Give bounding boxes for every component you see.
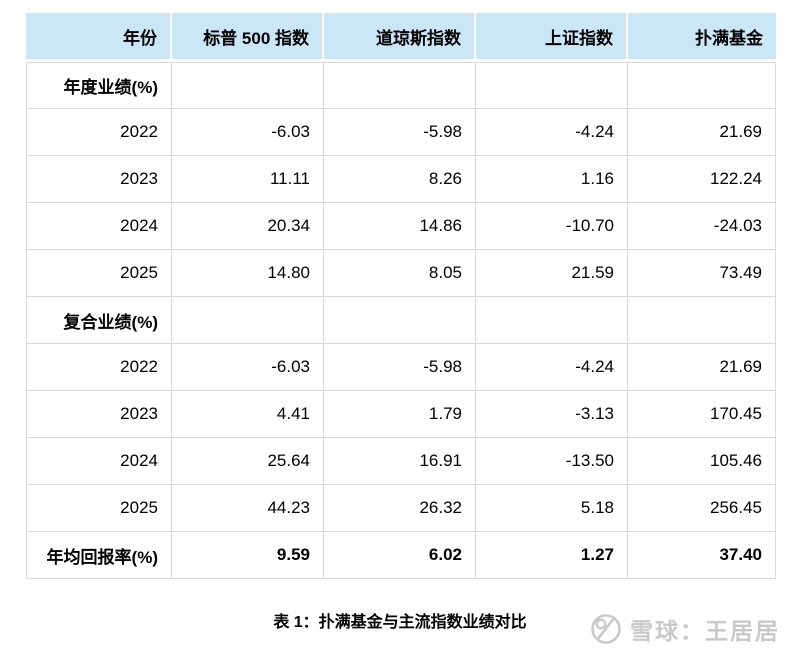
cell-value — [324, 297, 476, 344]
cell-value: 256.45 — [628, 485, 776, 532]
cell-value: 25.64 — [172, 438, 324, 485]
col-header-fund: 扑满基金 — [628, 13, 776, 62]
cell-value: -6.03 — [172, 344, 324, 391]
cell-year: 2025 — [26, 485, 172, 532]
cell-value: 21.69 — [628, 109, 776, 156]
table-row-section: 复合业绩(%) — [26, 297, 776, 344]
cell-value: 8.26 — [324, 156, 476, 203]
cell-value: 105.46 — [628, 438, 776, 485]
cell-value: -4.24 — [476, 109, 628, 156]
watermark-text: 雪球：王居居 — [630, 618, 780, 644]
table-row-data: 2023 4.41 1.79 -3.13 170.45 — [26, 391, 776, 438]
cell-value: 16.91 — [324, 438, 476, 485]
cell-value: 14.86 — [324, 203, 476, 250]
xueqiu-snowball-icon — [589, 612, 623, 646]
cell-year: 2022 — [26, 344, 172, 391]
cell-value — [172, 62, 324, 109]
col-header-dowjones: 道琼斯指数 — [324, 13, 476, 62]
performance-table: 年份 标普 500 指数 道琼斯指数 上证指数 扑满基金 年度业绩(%) 2022… — [26, 13, 776, 579]
cell-value: 9.59 — [172, 532, 324, 579]
cell-value: 44.23 — [172, 485, 324, 532]
cell-value: 1.79 — [324, 391, 476, 438]
cell-row-label: 年度业绩(%) — [26, 62, 172, 109]
cell-value: 5.18 — [476, 485, 628, 532]
table-row-data: 2024 20.34 14.86 -10.70 -24.03 — [26, 203, 776, 250]
cell-value: 37.40 — [628, 532, 776, 579]
cell-year: 2024 — [26, 438, 172, 485]
cell-value: 8.05 — [324, 250, 476, 297]
cell-year: 2023 — [26, 391, 172, 438]
cell-value — [172, 297, 324, 344]
cell-value: -3.13 — [476, 391, 628, 438]
cell-row-label: 年均回报率(%) — [26, 532, 172, 579]
cell-year: 2025 — [26, 250, 172, 297]
cell-year: 2024 — [26, 203, 172, 250]
table-row-data: 2023 11.11 8.26 1.16 122.24 — [26, 156, 776, 203]
cell-value: 1.16 — [476, 156, 628, 203]
cell-value: -5.98 — [324, 109, 476, 156]
cell-value: 4.41 — [172, 391, 324, 438]
cell-row-label: 复合业绩(%) — [26, 297, 172, 344]
cell-value: 20.34 — [172, 203, 324, 250]
cell-value — [628, 297, 776, 344]
cell-value: -24.03 — [628, 203, 776, 250]
table-row-data: 2024 25.64 16.91 -13.50 105.46 — [26, 438, 776, 485]
cell-value — [476, 297, 628, 344]
table-row-section: 年度业绩(%) — [26, 62, 776, 109]
cell-value: 26.32 — [324, 485, 476, 532]
comparison-table: 年份 标普 500 指数 道琼斯指数 上证指数 扑满基金 年度业绩(%) 2022… — [26, 13, 776, 579]
cell-value: 21.59 — [476, 250, 628, 297]
cell-value — [324, 62, 476, 109]
table-caption: 表 1：扑满基金与主流指数业绩对比 — [273, 614, 527, 631]
cell-value: 21.69 — [628, 344, 776, 391]
cell-value: -4.24 — [476, 344, 628, 391]
cell-value: -13.50 — [476, 438, 628, 485]
col-header-shanghai: 上证指数 — [476, 13, 628, 62]
table-row-data: 2022 -6.03 -5.98 -4.24 21.69 — [26, 344, 776, 391]
watermark: 雪球：王居居 — [589, 612, 780, 646]
cell-value — [628, 62, 776, 109]
table-row-data: 2025 44.23 26.32 5.18 256.45 — [26, 485, 776, 532]
cell-value: 73.49 — [628, 250, 776, 297]
cell-value: 1.27 — [476, 532, 628, 579]
cell-value: -10.70 — [476, 203, 628, 250]
cell-value: -6.03 — [172, 109, 324, 156]
table-row-data: 2022 -6.03 -5.98 -4.24 21.69 — [26, 109, 776, 156]
cell-value — [476, 62, 628, 109]
cell-value: 14.80 — [172, 250, 324, 297]
cell-value: 11.11 — [172, 156, 324, 203]
table-row-data: 2025 14.80 8.05 21.59 73.49 — [26, 250, 776, 297]
table-header-row: 年份 标普 500 指数 道琼斯指数 上证指数 扑满基金 — [26, 13, 776, 62]
table-row-summary: 年均回报率(%) 9.59 6.02 1.27 37.40 — [26, 532, 776, 579]
col-header-sp500: 标普 500 指数 — [172, 13, 324, 62]
cell-year: 2023 — [26, 156, 172, 203]
cell-value: -5.98 — [324, 344, 476, 391]
cell-value: 170.45 — [628, 391, 776, 438]
cell-year: 2022 — [26, 109, 172, 156]
col-header-year: 年份 — [26, 13, 172, 62]
cell-value: 122.24 — [628, 156, 776, 203]
cell-value: 6.02 — [324, 532, 476, 579]
